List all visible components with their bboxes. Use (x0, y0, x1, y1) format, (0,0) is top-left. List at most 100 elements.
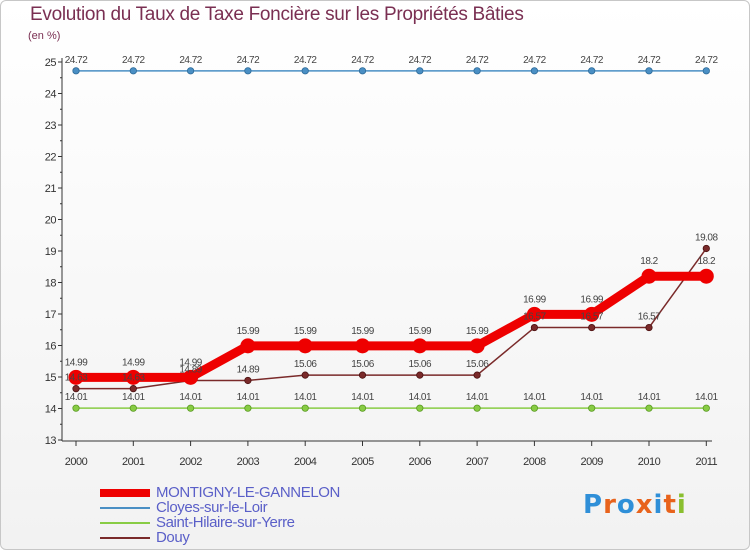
data-point-saint-hilaire (301, 404, 309, 412)
data-point-saint-hilaire (588, 404, 596, 412)
value-label-saint-hilaire: 14.01 (65, 392, 88, 403)
y-tick-label: 25 (45, 57, 57, 69)
data-point-montigny (297, 338, 313, 354)
x-tick-label: 2009 (580, 456, 603, 468)
data-point-saint-hilaire (645, 404, 653, 412)
data-point-douy (358, 371, 367, 379)
value-label-cloyes: 24.72 (65, 55, 88, 66)
y-tick-label: 17 (45, 309, 57, 321)
y-tick-label: 21 (45, 183, 57, 195)
data-point-cloyes (473, 67, 481, 75)
value-label-cloyes: 24.72 (638, 55, 661, 66)
value-label-montigny: 15.99 (409, 326, 432, 337)
value-label-douy: 15.06 (351, 359, 374, 370)
value-label-cloyes: 24.72 (523, 55, 546, 66)
data-point-douy (129, 385, 137, 393)
value-label-saint-hilaire: 14.01 (294, 392, 317, 403)
legend-item-montigny: MONTIGNY-LE-GANNELON (100, 485, 340, 500)
data-point-cloyes (72, 67, 80, 75)
data-point-saint-hilaire (530, 404, 539, 412)
data-point-cloyes (588, 67, 596, 75)
data-point-douy (72, 385, 80, 393)
logo-letter: o (616, 490, 636, 520)
data-point-saint-hilaire (72, 404, 80, 412)
data-point-cloyes (301, 67, 309, 75)
value-label-douy: 15.06 (466, 359, 489, 370)
data-point-saint-hilaire (473, 404, 481, 412)
legend-label-saint-hilaire: Saint-Hilaire-sur-Yerre (156, 514, 295, 531)
data-point-cloyes (358, 67, 367, 75)
axes: 13 14 15 16 17 18 19 20 21 22 23 24 25 2000 2001 2002 20… (45, 57, 718, 468)
data-point-saint-hilaire (129, 404, 137, 412)
logo-letter: x (635, 490, 654, 520)
data-point-montigny (183, 369, 199, 385)
data-point-montigny (125, 369, 141, 385)
series-cloyes (72, 67, 710, 75)
value-label-saint-hilaire: 14.01 (638, 392, 661, 403)
value-label-cloyes: 24.72 (580, 55, 603, 66)
y-axis-unit: (en %) (28, 30, 61, 42)
y-tick-label: 13 (45, 435, 57, 447)
data-point-saint-hilaire (702, 404, 710, 412)
value-label-montigny: 15.99 (466, 326, 489, 337)
data-point-douy (588, 323, 596, 332)
data-point-montigny (641, 268, 657, 284)
data-point-cloyes (702, 67, 710, 75)
value-label-douy: 14.63 (65, 373, 88, 384)
value-label-montigny: 14.99 (65, 357, 88, 368)
series-layer (68, 67, 714, 412)
value-label-douy: 16.57 (580, 312, 603, 323)
value-label-cloyes: 24.72 (122, 55, 145, 66)
data-point-douy (301, 371, 309, 379)
value-label-saint-hilaire: 14.01 (580, 392, 603, 403)
x-tick-label: 2010 (638, 456, 661, 468)
value-labels: 14.01 14.01 14.01 14.01 14.01 14.01 14.01 14.01… (65, 55, 719, 403)
y-tick-label: 19 (45, 246, 57, 258)
data-point-cloyes (645, 67, 653, 75)
legend-label-cloyes: Cloyes-sur-le-Loir (156, 499, 268, 516)
value-label-cloyes: 24.72 (409, 55, 432, 66)
y-tick-label: 18 (45, 278, 57, 290)
legend-swatch-saint-hilaire (100, 521, 150, 524)
data-point-saint-hilaire (244, 404, 252, 412)
data-point-cloyes (129, 67, 137, 75)
value-label-douy: 14.89 (179, 364, 202, 375)
value-label-saint-hilaire: 14.01 (409, 392, 432, 403)
value-label-saint-hilaire: 14.01 (179, 392, 202, 403)
value-label-douy: 16.57 (638, 312, 661, 323)
data-point-montigny (469, 338, 485, 354)
value-label-douy: 15.06 (409, 359, 432, 370)
data-point-montigny (698, 268, 714, 284)
data-point-montigny (68, 369, 84, 385)
data-point-douy (702, 244, 710, 253)
value-label-douy: 16.57 (523, 312, 546, 323)
series-line-montigny (71, 271, 711, 382)
y-tick-label: 15 (45, 372, 57, 384)
y-tick-label: 23 (45, 120, 57, 132)
legend-swatch-douy (100, 536, 150, 539)
logo-letter: r (603, 490, 617, 520)
value-label-cloyes: 24.72 (695, 55, 718, 66)
value-label-cloyes: 24.72 (237, 55, 260, 66)
series-line-douy (75, 247, 708, 390)
data-point-douy (473, 371, 481, 379)
value-label-saint-hilaire: 14.01 (122, 392, 145, 403)
data-point-montigny (355, 338, 370, 354)
data-point-douy (645, 323, 653, 332)
legend-swatch-montigny (100, 488, 150, 497)
value-label-douy: 14.63 (122, 373, 145, 384)
x-tick-label: 2008 (523, 456, 546, 468)
value-label-saint-hilaire: 14.01 (695, 392, 718, 403)
logo-letter: i (676, 490, 687, 520)
legend-item-saint-hilaire: Saint-Hilaire-sur-Yerre (100, 515, 340, 530)
data-point-cloyes (187, 67, 195, 75)
data-point-douy (416, 371, 424, 379)
data-point-cloyes (244, 67, 252, 75)
x-tick-label: 2003 (237, 456, 260, 468)
x-tick-label: 2011 (695, 456, 717, 468)
y-tick-label: 24 (45, 89, 57, 101)
value-label-cloyes: 24.72 (294, 55, 317, 66)
data-point-montigny (240, 338, 256, 354)
